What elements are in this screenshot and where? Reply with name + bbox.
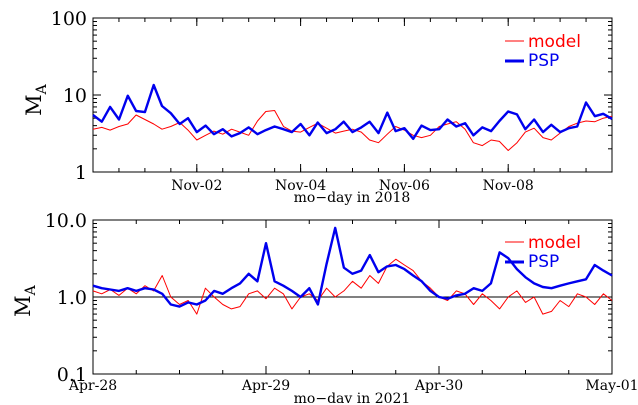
y-tick-label: 1 — [75, 162, 87, 184]
y-axis-label-top: MA — [22, 83, 50, 116]
y-axis-label-bottom-sub: A — [23, 284, 39, 296]
panel-bottom: MA mo−dav in 2021 model PSP 0.1 1.0 10.0 Ap… — [11, 210, 638, 405]
series-line-psp — [92, 226, 613, 308]
series-line-model — [92, 258, 613, 315]
x-tick-label: Nov-06 — [379, 178, 430, 194]
legend-label-psp-bottom: PSP — [528, 252, 559, 272]
legend-top: model PSP — [505, 32, 581, 71]
legend-label-model-top: model — [528, 32, 581, 52]
x-tick-label: Nov-04 — [275, 178, 326, 194]
x-axis-label-bottom: mo−dav in 2021 — [294, 391, 411, 405]
legend-label-psp-top: PSP — [528, 51, 559, 71]
x-tick-label: Apr-29 — [241, 378, 290, 394]
panel-top: MA mo−day in 2018 model PSP 1 10 100 Nov-02… — [22, 8, 613, 206]
x-tick-label: Apr-28 — [68, 378, 117, 394]
x-tick-label: Nov-02 — [171, 178, 222, 194]
legend-label-model-bottom: model — [528, 233, 581, 253]
series-line-psp — [92, 83, 613, 141]
y-tick-label: 10.0 — [45, 210, 87, 232]
x-axis-label-top: mo−day in 2018 — [294, 190, 411, 206]
x-tick-label: Nov-08 — [483, 178, 534, 194]
y-tick-label: 1.0 — [57, 287, 87, 309]
y-axis-label-top-main: M — [22, 94, 46, 116]
y-axis-label-bottom-main: M — [11, 295, 35, 317]
y-tick-label: 0.1 — [57, 364, 87, 386]
y-axis-label-top-sub: A — [34, 83, 50, 95]
x-tick-label: May-01 — [585, 378, 638, 394]
x-tick-label: Apr-30 — [414, 378, 463, 394]
legend-bottom: model PSP — [505, 233, 581, 272]
y-axis-label-bottom: MA — [11, 284, 39, 317]
y-tick-label: 100 — [51, 8, 87, 30]
y-tick-label: 10 — [63, 85, 87, 107]
